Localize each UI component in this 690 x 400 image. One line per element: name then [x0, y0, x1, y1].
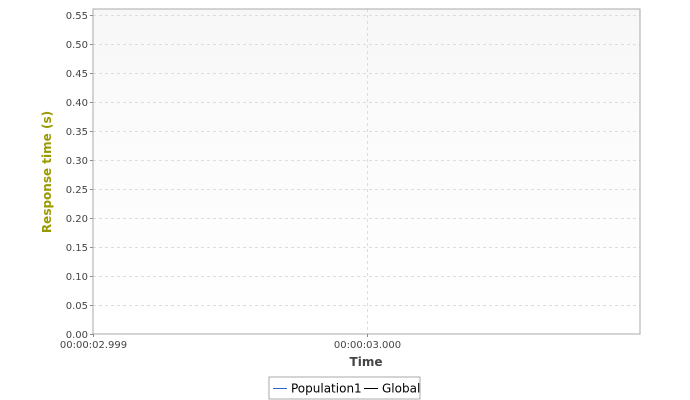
legend-label: Population1 [291, 382, 362, 396]
y-axis-title: Response time (s) [40, 111, 54, 233]
y-tick-label: 0.30 [66, 156, 88, 167]
y-tick-label: 0.50 [66, 40, 88, 51]
x-tick-label: 00:00:02.999 [60, 340, 127, 351]
legend-label: Global [382, 382, 420, 396]
legend-box [268, 376, 421, 400]
x-axis: 00:00:02.999 00:00:03.000 [60, 334, 401, 351]
y-tick-label: 0.45 [66, 69, 88, 80]
y-tick-label: 0.55 [66, 11, 88, 22]
y-tick-label: 0.40 [66, 98, 88, 109]
y-axis: 0.00 0.05 0.10 0.15 0.20 0.25 0.30 0.35 0.40 0.45… [66, 11, 93, 341]
x-tick-label: 00:00:03.000 [334, 340, 401, 351]
y-tick-label: 0.20 [66, 214, 88, 225]
y-tick-label: 0.05 [66, 301, 88, 312]
y-tick-label: 0.15 [66, 243, 88, 254]
legend: Population1 Global [268, 376, 421, 400]
y-tick-label: 0.10 [66, 272, 88, 283]
y-tick-label: 0.00 [66, 330, 88, 341]
x-axis-title: Time [350, 355, 383, 369]
grid-lines [93, 9, 640, 334]
plot-area [93, 9, 640, 334]
plot-border [92, 8, 641, 335]
y-tick-label: 0.35 [66, 127, 88, 138]
y-tick-label: 0.25 [66, 185, 88, 196]
